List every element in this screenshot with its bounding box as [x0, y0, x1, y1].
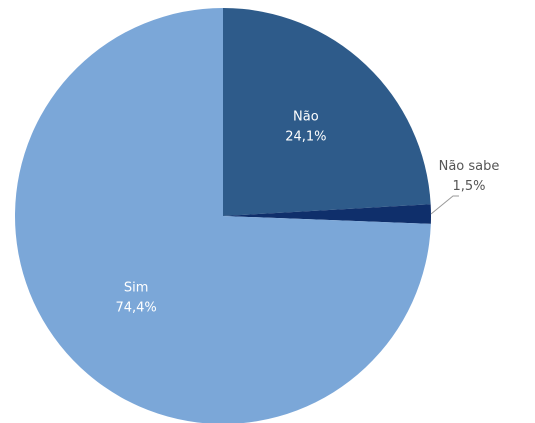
slice-name-nao-sabe: Não sabe [439, 159, 500, 174]
leader-line-nao-sabe [430, 195, 459, 215]
pie-labels: Não 24,1% Não sabe 1,5% Sim 74,4% [115, 109, 499, 315]
slice-value-nao: 24,1% [285, 129, 326, 144]
slice-value-sim: 74,4% [115, 301, 156, 316]
pie-slice-nao [223, 8, 431, 216]
pie-slice-nao-sabe [223, 204, 431, 224]
slice-name-nao: Não [293, 109, 319, 124]
leader-lines [430, 195, 459, 215]
slice-name-sim: Sim [124, 281, 149, 296]
slice-value-nao-sabe: 1,5% [452, 179, 485, 194]
pie-slices [15, 8, 431, 423]
pie-slice-sim [15, 8, 431, 423]
